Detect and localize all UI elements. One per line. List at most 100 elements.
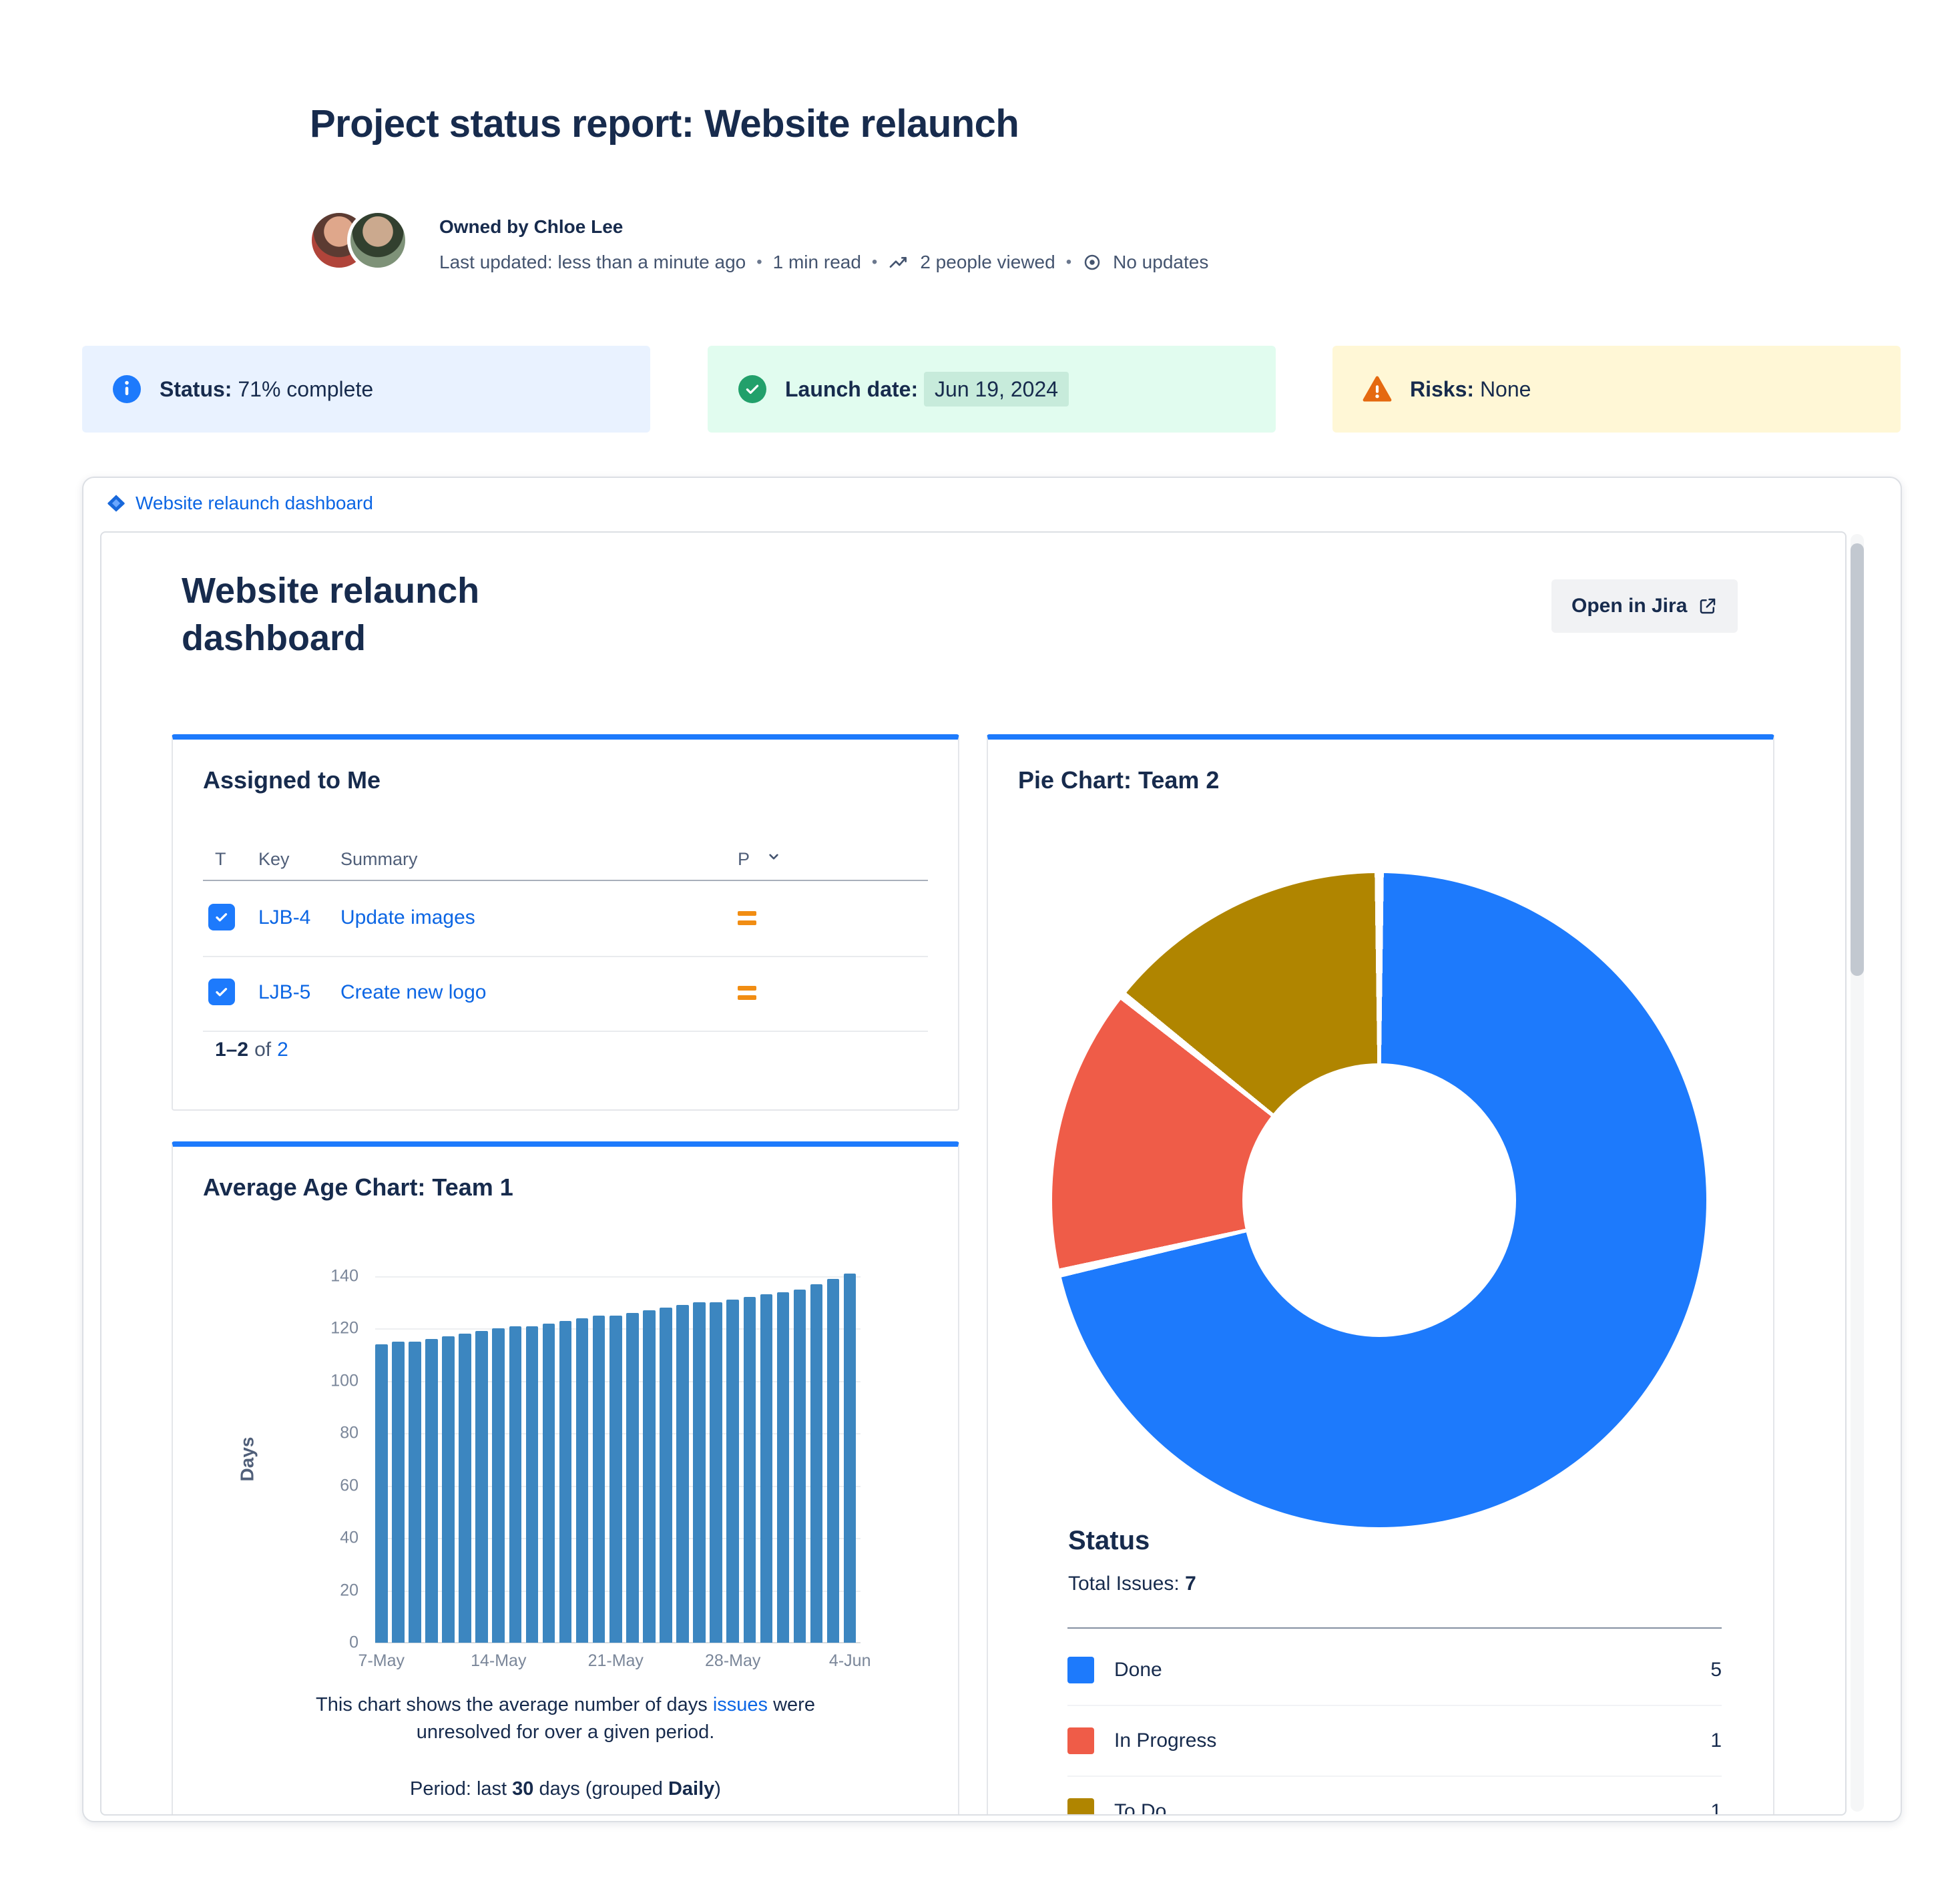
bar [743,1297,756,1643]
bar-chart-x-ticks: 7-May 14-May 21-May 28-May 4-Jun [358,1651,871,1675]
x-axis-tick: 21-May [587,1651,644,1670]
bar [710,1302,722,1643]
risks-value: None [1479,376,1531,401]
legend-divider [1067,1627,1722,1629]
task-type-icon [208,904,235,930]
pie-total-line: Total Issues: 7 [1068,1573,1196,1595]
launch-date-label: Launch date [785,376,911,401]
y-axis-tick: 0 [349,1633,358,1652]
bar [660,1308,672,1643]
launch-colon: : [911,376,919,401]
gadget-title: Pie Chart: Team 2 [1018,766,1220,794]
separator-dot: • [871,253,878,271]
y-axis-tick: 20 [340,1581,358,1600]
avatar-2[interactable] [347,210,409,271]
bar [542,1323,555,1643]
issue-key-link[interactable]: LJB-5 [258,981,311,1003]
dashboard-panel: Website relaunch dashboard Open in Jira … [100,531,1847,1816]
views-text[interactable]: 2 people viewed [920,252,1055,272]
bar [442,1336,455,1643]
x-axis-tick: 14-May [471,1651,527,1670]
gadget-pie-chart: Pie Chart: Team 2 Status Total Issues: 7… [987,734,1774,1816]
scrollbar-track[interactable] [1851,534,1864,1812]
issue-row: LJB-5 Create new logo [203,956,928,1032]
meta-row: Last updated: less than a minute ago • 1… [439,248,1208,276]
task-type-icon [208,979,235,1005]
donut-hole [1242,1063,1516,1337]
dashboard-source-link[interactable]: Website relaunch dashboard [106,493,373,514]
bar [776,1292,790,1643]
bar [810,1284,823,1643]
separator-dot: • [1065,253,1072,271]
pie-legend: Done 5 In Progress 1 To Do 1 [1067,1635,1722,1816]
legend-row[interactable]: In Progress 1 [1067,1706,1722,1777]
bar [492,1328,505,1643]
risks-banner-text: Risks: None [1410,377,1531,402]
scrollbar-thumb[interactable] [1851,543,1864,976]
y-axis-tick: 80 [340,1423,358,1442]
legend-value: 1 [1710,1729,1722,1751]
bar [793,1289,806,1643]
open-in-jira-button[interactable]: Open in Jira [1551,579,1738,633]
info-icon [111,374,142,404]
launch-banner-text: Launch date: Jun 19, 2024 [785,371,1069,407]
legend-label: In Progress [1114,1729,1217,1751]
legend-row[interactable]: To Do 1 [1067,1777,1722,1816]
total-issues-label: Total Issues: [1068,1573,1180,1595]
issue-summary-link[interactable]: Update images [340,906,475,928]
y-axis-tick: 140 [330,1266,358,1286]
bar [676,1305,689,1643]
legend-label: To Do [1114,1800,1167,1816]
col-type[interactable]: T [215,849,226,869]
legend-swatch [1067,1657,1094,1683]
bar [392,1342,405,1643]
pagination-total-link[interactable]: 2 [277,1039,288,1061]
legend-row[interactable]: Done 5 [1067,1635,1722,1706]
donut-chart [1052,873,1706,1527]
legend-label: Done [1114,1659,1162,1681]
priority-medium-icon [738,906,756,930]
avatar-group[interactable] [308,210,422,276]
status-banner: Status: 71% complete [82,346,650,433]
dashboard-heading: Website relaunch dashboard [182,571,480,659]
bar [760,1294,773,1643]
status-banner-text: Status: 71% complete [160,377,373,402]
bar [375,1344,388,1643]
risks-banner: Risks: None [1332,346,1901,433]
gadget-average-age-chart: Average Age Chart: Team 1 0 20 40 60 80 100 12… [172,1141,959,1814]
col-summary[interactable]: Summary [340,849,418,869]
pagination: 1–2 of 2 [215,1039,288,1061]
y-axis-tick: 40 [340,1528,358,1547]
owner-byline: Owned by Chloe Lee [439,216,624,237]
period-text: Period: last [410,1778,513,1800]
bar [475,1331,488,1643]
updates-target-icon [1084,254,1100,270]
jira-icon [107,495,125,512]
bar [509,1326,522,1643]
x-axis-tick: 28-May [705,1651,761,1670]
launch-date-value[interactable]: Jun 19, 2024 [924,371,1069,407]
separator-dot: • [756,253,762,271]
col-priority[interactable]: P [738,849,750,869]
y-axis-label: Days [236,1436,258,1482]
y-axis-tick: 120 [330,1318,358,1338]
col-key[interactable]: Key [258,849,290,869]
x-axis-tick: 7-May [358,1651,405,1670]
bar [643,1310,656,1643]
status-label: Status [160,376,225,401]
updates-text[interactable]: No updates [1113,252,1209,272]
bar-chart-plot [375,1274,861,1643]
bar [425,1339,438,1643]
issue-summary-link[interactable]: Create new logo [340,981,487,1003]
period-text: days (grouped [533,1778,668,1800]
warning-icon [1362,374,1393,404]
issues-link[interactable]: issues [712,1694,768,1715]
bar [525,1326,539,1643]
chevron-down-icon[interactable] [765,838,782,880]
pie-stat-heading: Status [1068,1526,1150,1555]
priority-medium-icon [738,981,756,1005]
issue-key-link[interactable]: LJB-4 [258,906,311,928]
gadget-title: Average Age Chart: Team 1 [203,1173,513,1201]
open-in-jira-label: Open in Jira [1571,595,1688,617]
